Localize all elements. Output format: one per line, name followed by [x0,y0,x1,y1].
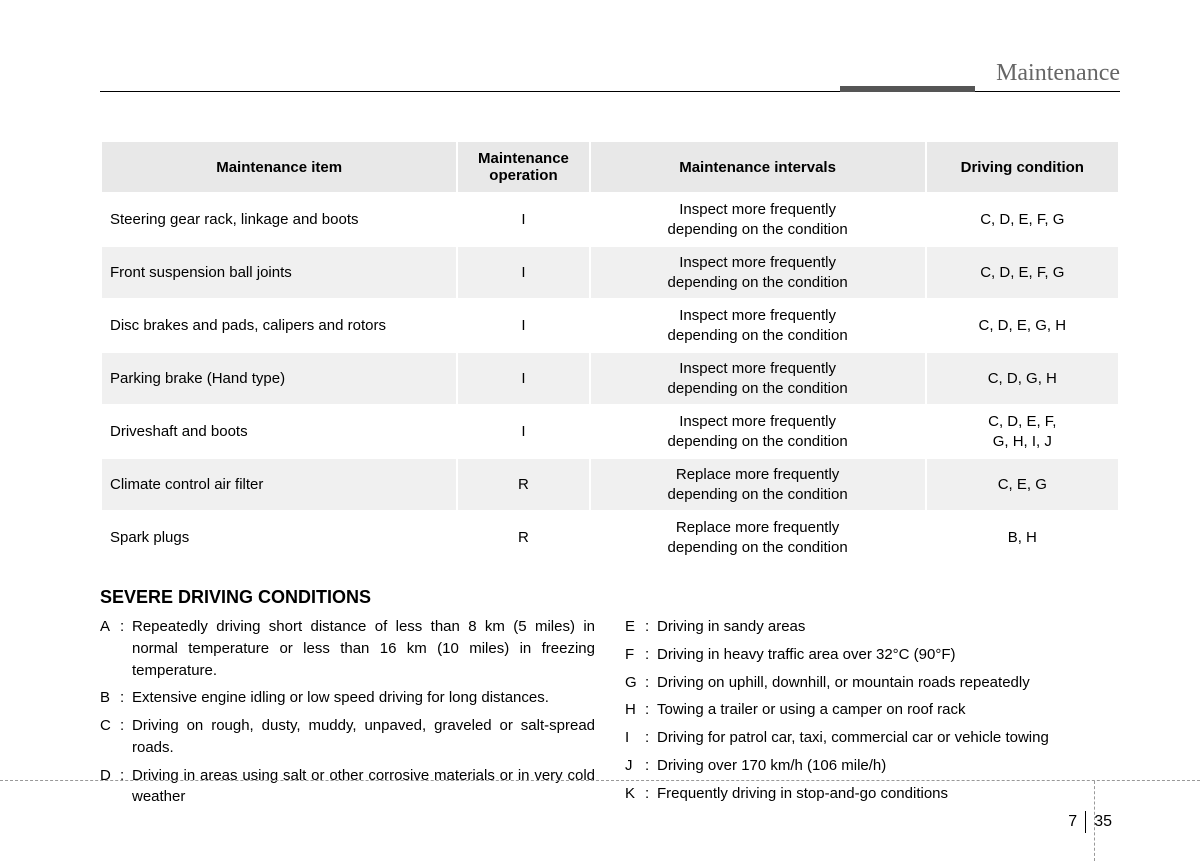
cell-interval: Inspect more frequentlydepending on the … [590,193,926,246]
cell-operation: R [457,458,589,511]
condition-colon: : [120,715,132,759]
col-header-intervals: Maintenance intervals [590,141,926,193]
condition-item: C:Driving on rough, dusty, muddy, unpave… [100,715,595,759]
condition-text: Driving on rough, dusty, muddy, unpaved,… [132,715,595,759]
condition-text: Driving in heavy traffic area over 32°C … [657,644,1120,666]
condition-colon: : [645,783,657,805]
table-row: Parking brake (Hand type)IInspect more f… [101,352,1119,405]
crop-line-horizontal [0,780,1200,781]
cell-interval: Inspect more frequentlydepending on the … [590,405,926,458]
condition-letter: A [100,616,120,681]
condition-item: J:Driving over 170 km/h (106 mile/h) [625,755,1120,777]
condition-text: Driving for patrol car, taxi, commercial… [657,727,1120,749]
cell-item: Climate control air filter [101,458,457,511]
condition-letter: F [625,644,645,666]
condition-letter: J [625,755,645,777]
table-header-row: Maintenance item Maintenance operation M… [101,141,1119,193]
conditions-right-column: E:Driving in sandy areasF:Driving in hea… [625,616,1120,814]
table-row: Steering gear rack, linkage and bootsIIn… [101,193,1119,246]
cell-operation: I [457,352,589,405]
cell-operation: R [457,511,589,564]
condition-text: Driving on uphill, downhill, or mountain… [657,672,1120,694]
cell-condition: C, D, G, H [926,352,1119,405]
cell-condition: C, D, E, F, G [926,246,1119,299]
page-number: 35 [1094,813,1112,831]
table-row: Spark plugsRReplace more frequentlydepen… [101,511,1119,564]
conditions-left-column: A:Repeatedly driving short distance of l… [100,616,595,814]
cell-item: Front suspension ball joints [101,246,457,299]
cell-operation: I [457,405,589,458]
condition-text: Driving in sandy areas [657,616,1120,638]
cell-operation: I [457,299,589,352]
condition-item: E:Driving in sandy areas [625,616,1120,638]
cell-condition: C, D, E, F,G, H, I, J [926,405,1119,458]
condition-colon: : [645,755,657,777]
condition-letter: E [625,616,645,638]
cell-item: Parking brake (Hand type) [101,352,457,405]
section-heading: SEVERE DRIVING CONDITIONS [100,587,1120,608]
cell-interval: Inspect more frequentlydepending on the … [590,299,926,352]
header-title: Maintenance [996,60,1120,87]
table-row: Disc brakes and pads, calipers and rotor… [101,299,1119,352]
cell-interval: Replace more frequentlydepending on the … [590,511,926,564]
footer-divider [1085,811,1086,833]
condition-item: H:Towing a trailer or using a camper on … [625,699,1120,721]
cell-item: Driveshaft and boots [101,405,457,458]
cell-item: Steering gear rack, linkage and boots [101,193,457,246]
condition-colon: : [645,672,657,694]
col-header-condition: Driving condition [926,141,1119,193]
col-header-item: Maintenance item [101,141,457,193]
condition-colon: : [645,699,657,721]
condition-text: Driving over 170 km/h (106 mile/h) [657,755,1120,777]
maintenance-table: Maintenance item Maintenance operation M… [100,140,1120,565]
cell-condition: C, E, G [926,458,1119,511]
header-accent-bar [840,86,975,92]
cell-condition: C, D, E, F, G [926,193,1119,246]
condition-text: Repeatedly driving short distance of les… [132,616,595,681]
col-header-operation: Maintenance operation [457,141,589,193]
table-row: Climate control air filterRReplace more … [101,458,1119,511]
condition-letter: C [100,715,120,759]
cell-operation: I [457,246,589,299]
condition-item: D:Driving in areas using salt or other c… [100,765,595,809]
condition-letter: I [625,727,645,749]
condition-colon: : [645,644,657,666]
condition-colon: : [120,765,132,809]
condition-text: Driving in areas using salt or other cor… [132,765,595,809]
condition-colon: : [645,727,657,749]
condition-item: F:Driving in heavy traffic area over 32°… [625,644,1120,666]
condition-item: A:Repeatedly driving short distance of l… [100,616,595,681]
condition-text: Frequently driving in stop-and-go condit… [657,783,1120,805]
table-row: Driveshaft and bootsIInspect more freque… [101,405,1119,458]
cell-operation: I [457,193,589,246]
page-content: Maintenance item Maintenance operation M… [100,140,1120,814]
cell-condition: B, H [926,511,1119,564]
page-header: Maintenance [100,60,1120,92]
condition-letter: B [100,687,120,709]
condition-item: K:Frequently driving in stop-and-go cond… [625,783,1120,805]
condition-colon: : [120,687,132,709]
cell-condition: C, D, E, G, H [926,299,1119,352]
cell-item: Spark plugs [101,511,457,564]
condition-item: B:Extensive engine idling or low speed d… [100,687,595,709]
cell-interval: Replace more frequentlydepending on the … [590,458,926,511]
condition-letter: K [625,783,645,805]
condition-item: I:Driving for patrol car, taxi, commerci… [625,727,1120,749]
page-footer: 7 35 [1068,811,1112,833]
condition-letter: D [100,765,120,809]
cell-interval: Inspect more frequentlydepending on the … [590,352,926,405]
condition-text: Extensive engine idling or low speed dri… [132,687,595,709]
condition-colon: : [645,616,657,638]
condition-text: Towing a trailer or using a camper on ro… [657,699,1120,721]
table-row: Front suspension ball jointsIInspect mor… [101,246,1119,299]
condition-colon: : [120,616,132,681]
conditions-list: A:Repeatedly driving short distance of l… [100,616,1120,814]
condition-item: G:Driving on uphill, downhill, or mounta… [625,672,1120,694]
condition-letter: H [625,699,645,721]
condition-letter: G [625,672,645,694]
cell-item: Disc brakes and pads, calipers and rotor… [101,299,457,352]
header-rule: Maintenance [100,60,1120,92]
cell-interval: Inspect more frequentlydepending on the … [590,246,926,299]
chapter-number: 7 [1068,813,1077,831]
